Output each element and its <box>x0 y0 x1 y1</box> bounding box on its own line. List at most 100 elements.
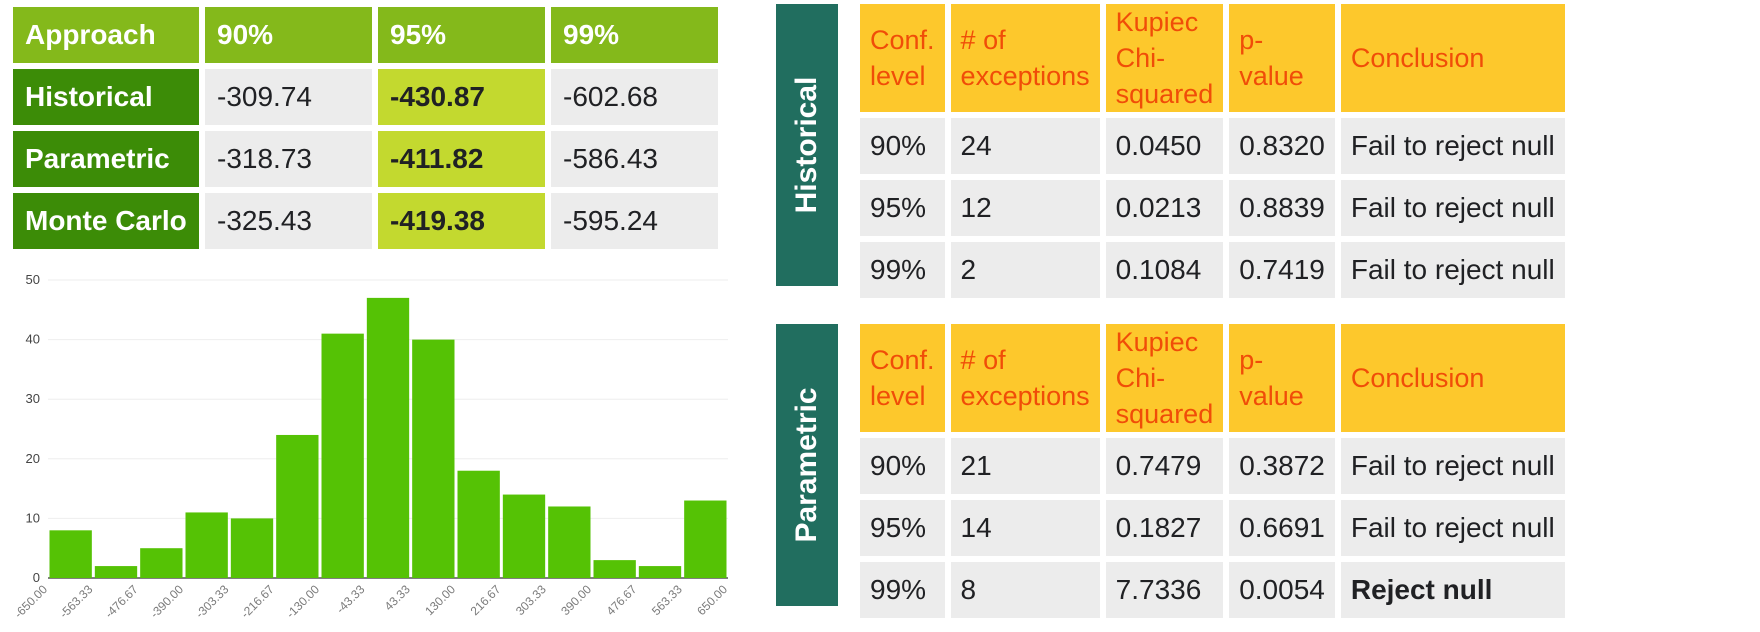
col-header-p: p-value <box>1229 4 1335 112</box>
backtest-side-label: Parametric <box>776 324 838 606</box>
chi-cell: 0.7479 <box>1105 438 1224 494</box>
x-tick-label: 563.33 <box>649 582 685 618</box>
x-tick-label: -476.67 <box>102 582 141 621</box>
conf-cell: 95% <box>860 500 945 556</box>
backtest-table: Conf. level # of exceptions Kupiec Chi-squa… <box>854 318 1571 624</box>
chi-cell: 0.0450 <box>1105 118 1224 174</box>
table-row: 99% 2 0.1084 0.7419 Fail to reject null <box>860 242 1565 298</box>
p-cell: 0.8839 <box>1229 180 1335 236</box>
col-header-chi: Kupiec Chi-squared <box>1105 324 1224 432</box>
y-tick-label: 30 <box>26 391 40 406</box>
col-header-exceptions: # of exceptions <box>950 324 1100 432</box>
var-table: Approach 90% 95% 99% Historical -309.74 … <box>7 1 724 255</box>
header-90: 90% <box>205 7 372 63</box>
conclusion-cell: Fail to reject null <box>1340 438 1565 494</box>
conf-cell: 90% <box>860 118 945 174</box>
x-tick-label: -216.67 <box>238 582 277 621</box>
x-tick-label: 476.67 <box>604 582 640 618</box>
backtest-side-label-text: Historical <box>790 76 823 214</box>
var-table-header: Approach 90% 95% 99% <box>13 7 718 63</box>
exceptions-cell: 12 <box>950 180 1100 236</box>
backtest-header-row: Conf. level # of exceptions Kupiec Chi-squa… <box>860 324 1565 432</box>
p-cell: 0.6691 <box>1229 500 1335 556</box>
table-row: Parametric -318.73 -411.82 -586.43 <box>13 131 718 187</box>
conclusion-cell: Fail to reject null <box>1340 500 1565 556</box>
conf-cell: 90% <box>860 438 945 494</box>
histogram-bar <box>185 512 228 578</box>
histogram-bar <box>94 566 138 578</box>
backtest-side-label: Historical <box>776 4 838 286</box>
y-tick-label: 40 <box>26 332 40 347</box>
chart-x-ticks: -650.00 -563.33 -476.67 -390.00 -303.33 -216.… <box>11 582 730 621</box>
conclusion-cell-reject: Reject null <box>1340 562 1565 618</box>
var-value: -602.68 <box>551 69 718 125</box>
x-tick-label: 390.00 <box>558 582 594 618</box>
x-tick-label: 43.33 <box>382 582 413 613</box>
exceptions-cell: 21 <box>950 438 1100 494</box>
chi-cell: 0.1827 <box>1105 500 1224 556</box>
x-tick-label: 303.33 <box>513 582 549 618</box>
histogram-chart: 0 10 20 30 40 50 -650.00 -563.33 -476.67 -390.00… <box>11 272 730 621</box>
x-tick-label: -43.33 <box>333 582 367 616</box>
col-header-chi: Kupiec Chi-squared <box>1105 4 1224 112</box>
var-value: -595.24 <box>551 193 718 249</box>
histogram-bar <box>593 560 636 578</box>
conf-cell: 99% <box>860 242 945 298</box>
x-tick-label: -303.33 <box>193 582 232 621</box>
histogram-bar <box>502 494 546 578</box>
table-row: 90% 24 0.0450 0.8320 Fail to reject null <box>860 118 1565 174</box>
exceptions-cell: 8 <box>950 562 1100 618</box>
approach-label: Monte Carlo <box>13 193 199 249</box>
col-header-conclusion: Conclusion <box>1340 4 1565 112</box>
table-row: 95% 14 0.1827 0.6691 Fail to reject null <box>860 500 1565 556</box>
var-value: -318.73 <box>205 131 372 187</box>
x-tick-label: -390.00 <box>147 582 186 621</box>
exceptions-cell: 14 <box>950 500 1100 556</box>
histogram-bar <box>412 339 455 578</box>
x-tick-label: 650.00 <box>694 582 730 618</box>
p-cell: 0.8320 <box>1229 118 1335 174</box>
var-value-highlighted: -419.38 <box>378 193 545 249</box>
y-tick-label: 0 <box>33 570 40 585</box>
y-tick-label: 50 <box>26 272 40 287</box>
histogram-bar <box>49 530 92 578</box>
chart-bars <box>49 297 727 578</box>
chi-cell: 7.7336 <box>1105 562 1224 618</box>
header-99: 99% <box>551 7 718 63</box>
col-header-conclusion: Conclusion <box>1340 324 1565 432</box>
chart-y-ticks: 0 10 20 30 40 50 <box>26 272 40 585</box>
exceptions-cell: 2 <box>950 242 1100 298</box>
table-row: Monte Carlo -325.43 -419.38 -595.24 <box>13 193 718 249</box>
y-tick-label: 20 <box>26 451 40 466</box>
x-tick-label: 130.00 <box>422 582 458 618</box>
backtest-header-row: Conf. level # of exceptions Kupiec Chi-squa… <box>860 4 1565 112</box>
var-value-highlighted: -430.87 <box>378 69 545 125</box>
table-row: Historical -309.74 -430.87 -602.68 <box>13 69 718 125</box>
histogram-bar <box>321 333 364 578</box>
conf-cell: 95% <box>860 180 945 236</box>
var-value: -309.74 <box>205 69 372 125</box>
col-header-conf: Conf. level <box>860 4 945 112</box>
backtest-table: Conf. level # of exceptions Kupiec Chi-squa… <box>854 0 1571 304</box>
histogram-bar <box>638 566 682 578</box>
backtest-side-label-text: Parametric <box>790 387 823 543</box>
var-value: -325.43 <box>205 193 372 249</box>
var-value-highlighted: -411.82 <box>378 131 545 187</box>
p-cell: 0.0054 <box>1229 562 1335 618</box>
conclusion-cell: Fail to reject null <box>1340 180 1565 236</box>
header-approach: Approach <box>13 7 199 63</box>
table-row: 90% 21 0.7479 0.3872 Fail to reject null <box>860 438 1565 494</box>
approach-label: Historical <box>13 69 199 125</box>
conf-cell: 99% <box>860 562 945 618</box>
conclusion-cell: Fail to reject null <box>1340 242 1565 298</box>
col-header-p: p-value <box>1229 324 1335 432</box>
col-header-conf: Conf. level <box>860 324 945 432</box>
table-row: 99% 8 7.7336 0.0054 Reject null <box>860 562 1565 618</box>
histogram-bar <box>366 297 410 578</box>
x-tick-label: -563.33 <box>57 582 96 621</box>
p-cell: 0.3872 <box>1229 438 1335 494</box>
p-cell: 0.7419 <box>1229 242 1335 298</box>
header-95: 95% <box>378 7 545 63</box>
x-tick-label: -650.00 <box>11 582 50 621</box>
approach-label: Parametric <box>13 131 199 187</box>
